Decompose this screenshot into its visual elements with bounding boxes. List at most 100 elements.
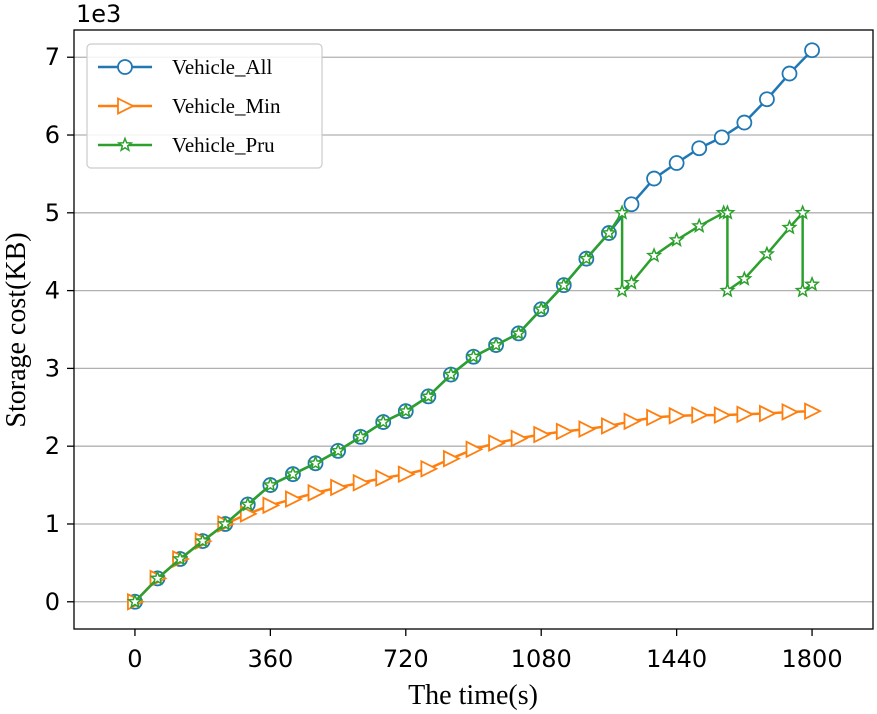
data-point	[759, 91, 775, 108]
legend-entry: Vehicle_All	[98, 55, 272, 79]
legend-marker	[117, 97, 136, 115]
data-point	[794, 204, 811, 220]
data-point	[781, 65, 798, 82]
data-point	[194, 532, 211, 549]
data-point	[442, 366, 460, 382]
y-tick-label: 0	[45, 588, 60, 616]
data-point	[668, 406, 687, 425]
data-point	[691, 140, 708, 157]
data-point	[719, 282, 736, 298]
data-point	[217, 515, 234, 531]
data-point	[149, 569, 166, 586]
data-point	[420, 387, 437, 404]
data-point	[465, 348, 482, 364]
legend-label: Vehicle_Pru	[172, 133, 275, 157]
x-tick-label: 1440	[646, 645, 707, 673]
data-point	[613, 204, 631, 220]
x-tick-label: 360	[247, 645, 293, 673]
data-point	[781, 403, 800, 421]
y-tick-label: 4	[45, 277, 60, 305]
data-point	[668, 155, 685, 171]
series-line	[134, 211, 813, 603]
legend: Vehicle_All Vehicle_Min Vehicle_Pru	[86, 43, 323, 169]
data-point	[578, 250, 595, 266]
data-point	[352, 473, 371, 492]
legend-frame	[86, 43, 323, 169]
data-point	[375, 413, 392, 430]
y-offset-label: 1e3	[76, 0, 121, 28]
x-tick-label: 1080	[511, 645, 572, 673]
data-point	[284, 465, 302, 482]
data-point	[510, 429, 529, 448]
data-point	[443, 449, 461, 468]
data-point	[759, 404, 777, 423]
data-point	[420, 459, 439, 478]
data-point	[646, 408, 665, 427]
data-point	[533, 300, 550, 317]
data-point	[262, 476, 279, 493]
y-tick-label: 5	[45, 199, 60, 227]
legend-entry: Vehicle_Pru	[98, 133, 275, 157]
data-point	[736, 270, 753, 286]
axis-ticks: 0 1 2 3 4 5 6 7 0 360 720 1080 1440 1800	[45, 43, 843, 673]
data-point	[239, 495, 256, 512]
data-point	[623, 274, 640, 290]
data-point	[330, 478, 349, 497]
legend-marker	[116, 136, 134, 152]
y-axis-label: Storage cost(KB)	[1, 232, 32, 427]
data-point	[488, 434, 507, 453]
x-axis-label: The time(s)	[408, 680, 538, 711]
data-point	[487, 336, 505, 352]
data-point	[329, 442, 347, 458]
y-tick-label: 6	[45, 121, 60, 149]
data-point	[736, 114, 753, 131]
data-point	[465, 440, 484, 459]
data-point	[713, 406, 732, 425]
data-point	[623, 196, 640, 213]
legend-label: Vehicle_All	[172, 55, 272, 79]
data-point	[613, 282, 631, 298]
plot-frame	[73, 29, 874, 630]
series-vehicle-pru	[126, 204, 821, 609]
data-point	[555, 422, 574, 441]
data-point	[285, 490, 303, 509]
data-point	[262, 496, 281, 515]
data-point	[555, 276, 572, 293]
data-point	[307, 483, 326, 502]
data-point	[758, 245, 776, 261]
data-point	[397, 465, 416, 484]
data-point	[352, 428, 369, 444]
data-point	[126, 593, 144, 609]
data-point	[600, 224, 618, 240]
data-point	[397, 402, 414, 419]
data-point	[691, 217, 708, 233]
data-point	[533, 425, 552, 444]
legend-label: Vehicle_Min	[172, 94, 281, 118]
y-tick-label: 1	[45, 510, 60, 538]
legend-marker	[117, 59, 133, 75]
data-point	[668, 231, 685, 247]
y-tick-label: 7	[45, 43, 60, 71]
data-point	[645, 247, 663, 263]
x-tick-label: 0	[127, 645, 142, 673]
x-tick-label: 1800	[782, 645, 843, 673]
y-tick-label: 3	[45, 354, 60, 382]
series-vehicle-min	[127, 402, 823, 611]
data-point	[804, 402, 823, 421]
data-point	[646, 170, 662, 187]
data-point	[578, 420, 597, 439]
series-group	[126, 42, 823, 611]
data-point	[804, 42, 820, 59]
data-point	[794, 282, 811, 298]
data-point	[719, 204, 736, 220]
data-point	[736, 405, 755, 424]
series-line	[134, 409, 813, 603]
data-point	[803, 275, 821, 292]
data-point	[623, 412, 642, 431]
data-point	[601, 417, 619, 435]
legend-entry: Vehicle_Min	[98, 94, 281, 118]
data-point	[171, 550, 189, 566]
y-tick-label: 2	[45, 432, 60, 460]
x-tick-label: 720	[383, 645, 429, 673]
data-point	[510, 324, 527, 341]
